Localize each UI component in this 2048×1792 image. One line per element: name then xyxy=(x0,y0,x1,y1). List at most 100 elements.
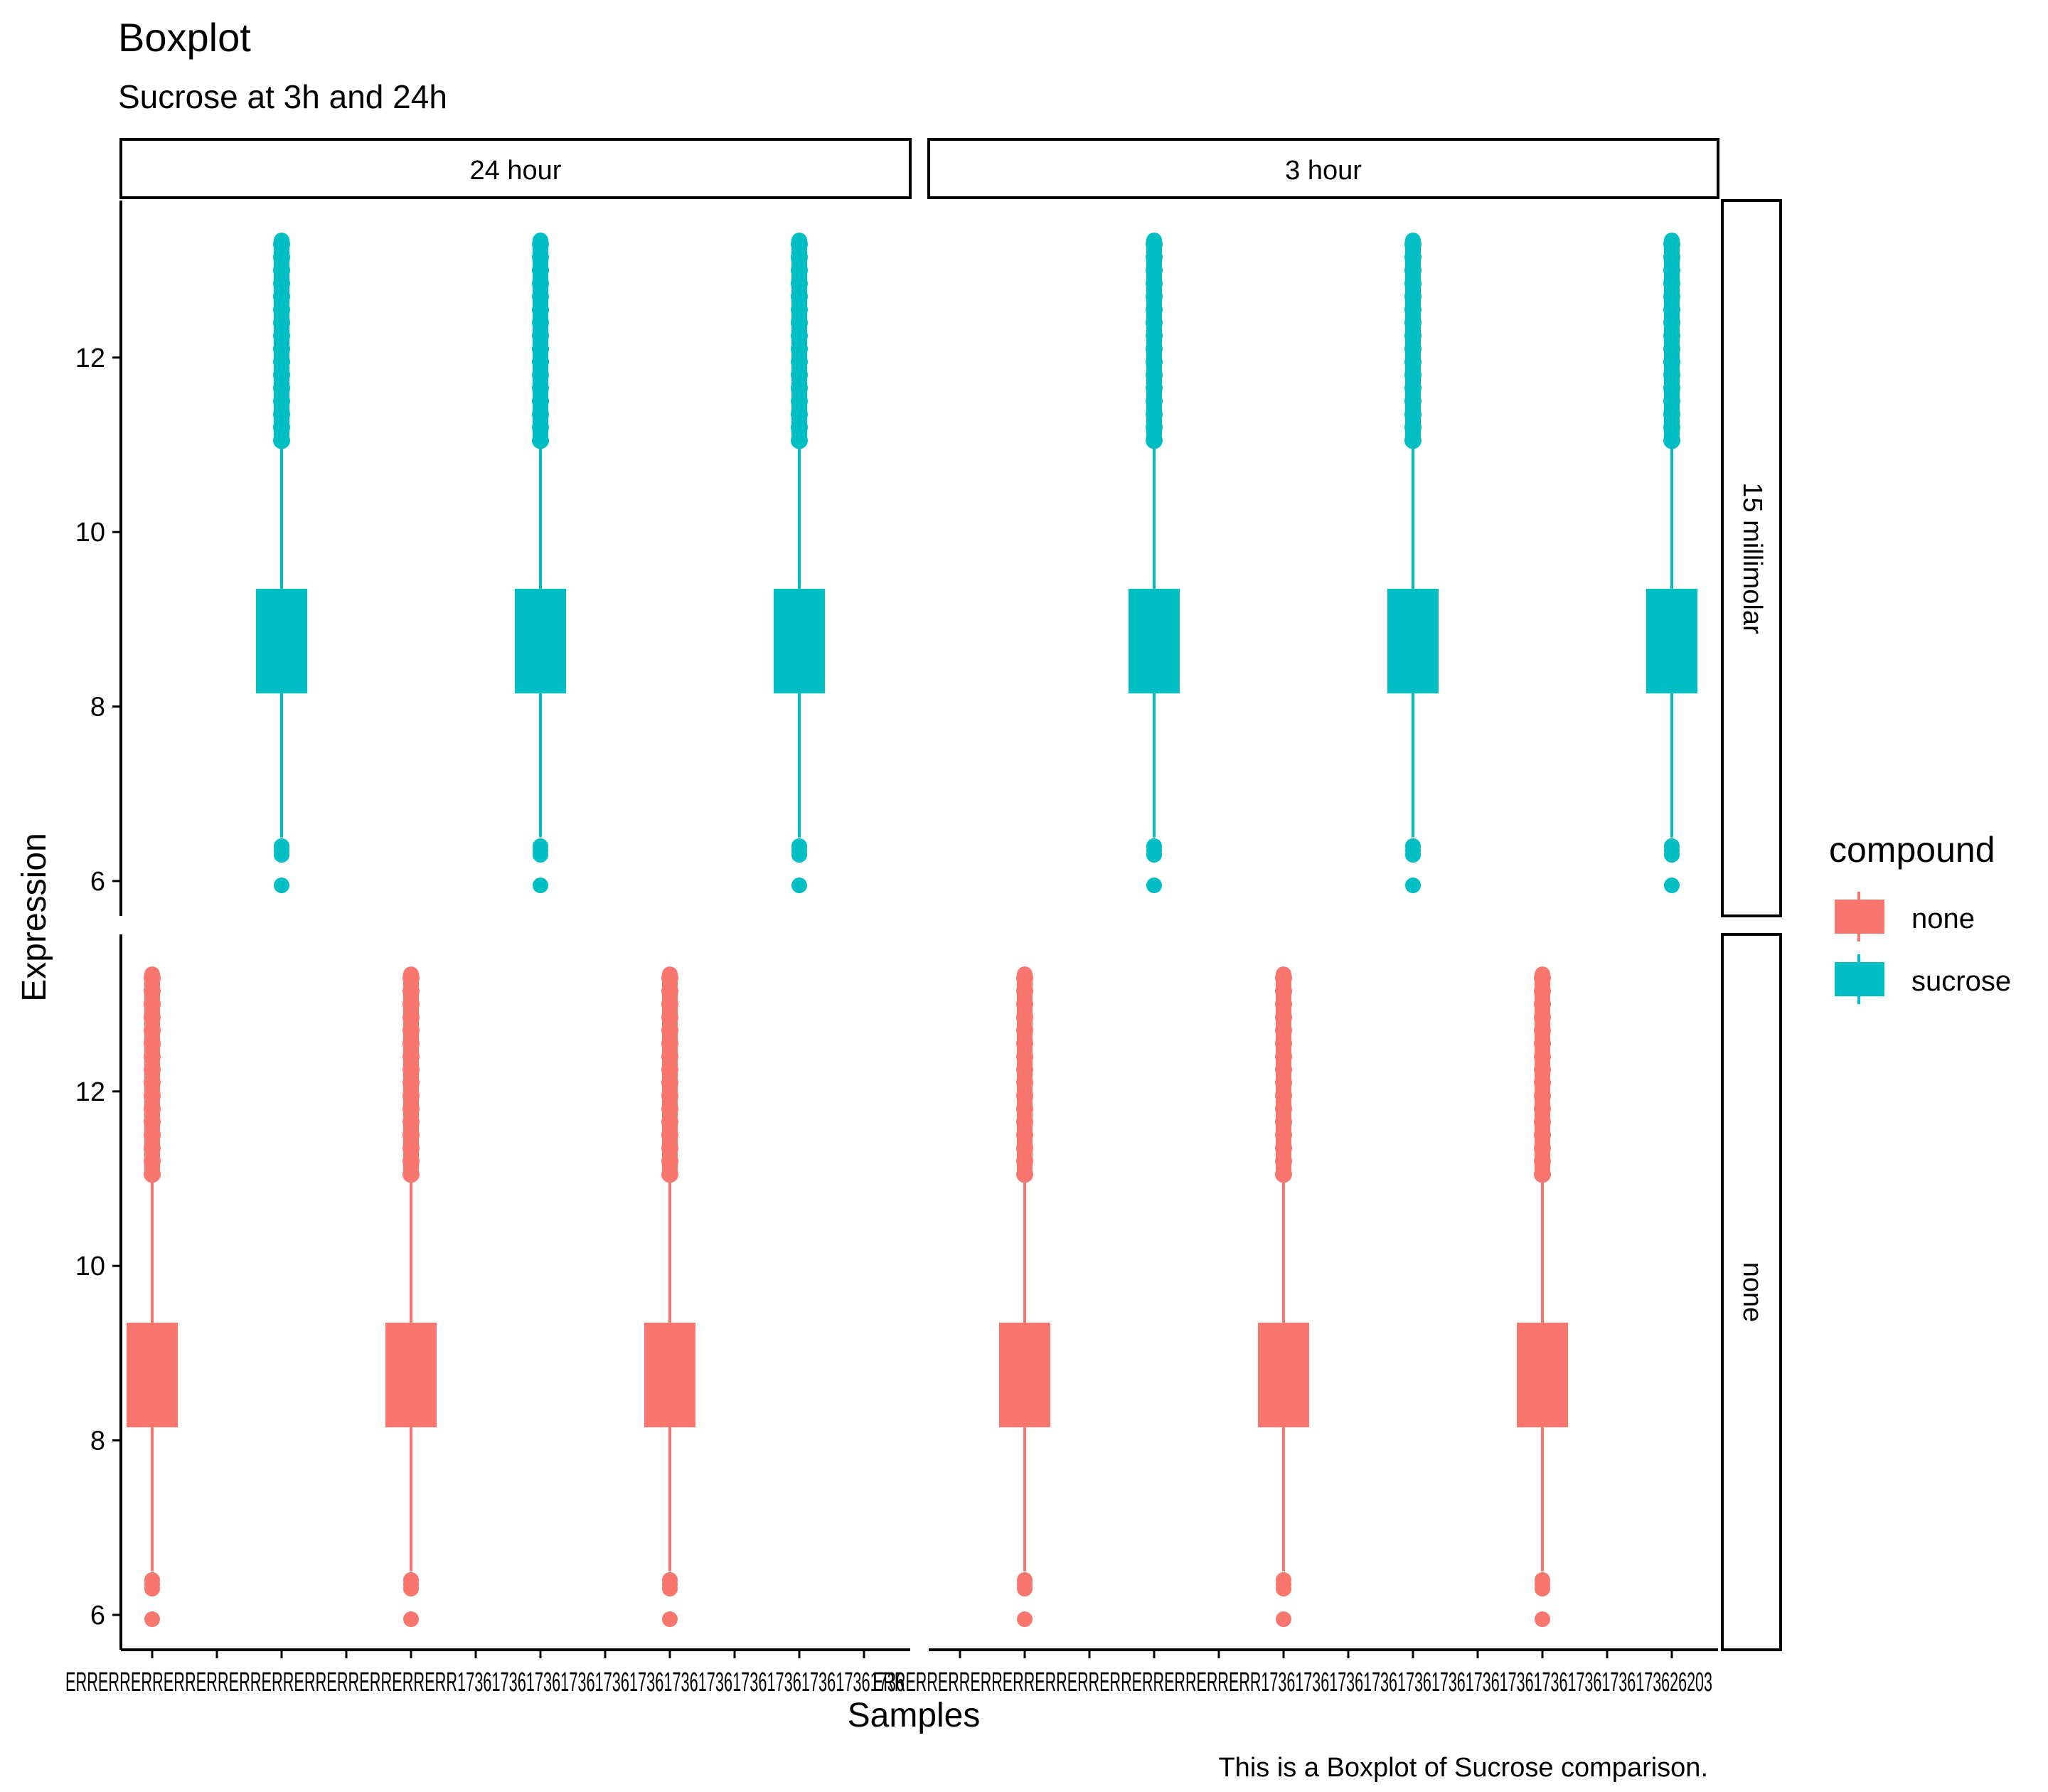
outlier-point xyxy=(1535,1611,1550,1628)
y-tick-label: 6 xyxy=(90,867,105,897)
outlier-point xyxy=(402,1061,420,1079)
boxplot-sucrose xyxy=(1129,233,1180,894)
outlier-point xyxy=(1664,878,1680,894)
outlier-point xyxy=(1146,235,1163,253)
outlier-point xyxy=(402,1139,420,1157)
chart-subtitle: Sucrose at 3h and 24h xyxy=(118,78,447,115)
facet-strip-label: 15 millimolar xyxy=(1737,482,1767,634)
outlier-point xyxy=(1663,287,1680,305)
outlier-point xyxy=(144,1126,161,1144)
outlier-point xyxy=(791,235,808,253)
outlier-point xyxy=(144,1113,161,1131)
outlier-point xyxy=(1534,969,1551,987)
outlier-point xyxy=(1663,432,1680,449)
facet-strip-column: 3 hour xyxy=(927,138,1719,199)
outlier-point xyxy=(273,432,290,449)
outlier-point xyxy=(273,274,290,292)
outlier-point xyxy=(791,287,808,305)
outlier-point xyxy=(144,1166,161,1183)
boxplot-sucrose xyxy=(1646,233,1697,894)
outlier-point xyxy=(273,405,290,423)
outlier-point xyxy=(661,1100,678,1118)
outlier-point xyxy=(791,274,808,292)
outlier-point xyxy=(661,1047,678,1065)
outlier-point xyxy=(1404,405,1422,423)
outlier-point xyxy=(1534,1061,1551,1079)
outlier-point xyxy=(533,847,548,863)
y-tick-label: 12 xyxy=(75,1077,105,1107)
outlier-point xyxy=(791,405,808,423)
outlier-point xyxy=(1534,1008,1551,1026)
outlier-point xyxy=(1663,314,1680,331)
outlier-point xyxy=(532,366,549,384)
outlier-point xyxy=(1017,1581,1033,1597)
y-tick-label: 6 xyxy=(90,1601,105,1631)
y-tick-label: 10 xyxy=(75,518,105,548)
outlier-point xyxy=(1146,878,1162,894)
outlier-point xyxy=(791,262,808,279)
outlier-point xyxy=(144,1611,160,1628)
outlier-point xyxy=(1275,1113,1292,1131)
outlier-point xyxy=(402,982,420,1000)
box xyxy=(644,1322,695,1428)
outlier-point xyxy=(1146,287,1163,305)
outlier-point xyxy=(1016,982,1033,1000)
outlier-point xyxy=(532,262,549,279)
outlier-point xyxy=(1016,1021,1033,1039)
outlier-point xyxy=(1663,274,1680,292)
legend-entry-sucrose: sucrose xyxy=(1835,954,2011,1004)
outlier-point xyxy=(402,1126,420,1144)
outlier-point xyxy=(1404,248,1422,266)
outlier-point xyxy=(532,235,549,253)
outlier-point xyxy=(1146,379,1163,397)
boxplot-sucrose xyxy=(515,233,566,894)
legend-key-sucrose xyxy=(1835,962,1884,996)
outlier-point xyxy=(1663,262,1680,279)
outlier-point xyxy=(1146,847,1162,863)
outlier-point xyxy=(402,1008,420,1026)
outlier-point xyxy=(1146,327,1163,345)
outlier-point xyxy=(1275,1166,1292,1183)
box xyxy=(127,1322,178,1428)
outlier-point xyxy=(791,301,808,319)
outlier-point xyxy=(403,1611,419,1628)
outlier-point xyxy=(1404,393,1422,410)
legend-label-none: none xyxy=(1911,903,1975,934)
outlier-point xyxy=(1534,1047,1551,1065)
outlier-point xyxy=(791,878,807,894)
outlier-point xyxy=(1663,405,1680,423)
outlier-point xyxy=(791,847,807,863)
outlier-point xyxy=(1534,1021,1551,1039)
outlier-point xyxy=(661,1021,678,1039)
outlier-point xyxy=(532,393,549,410)
x-axis-label: Samples xyxy=(848,1697,981,1734)
outlier-point xyxy=(791,379,808,397)
outlier-point xyxy=(1016,996,1033,1013)
boxplot-none xyxy=(127,966,178,1628)
outlier-point xyxy=(1663,393,1680,410)
outlier-point xyxy=(662,1581,678,1597)
outlier-point xyxy=(144,1035,161,1052)
outlier-point xyxy=(273,235,290,253)
outlier-point xyxy=(532,405,549,423)
outlier-point xyxy=(661,1126,678,1144)
outlier-point xyxy=(1016,1074,1033,1092)
outlier-point xyxy=(661,1074,678,1092)
boxplot-none xyxy=(1258,966,1309,1628)
outlier-point xyxy=(1404,353,1422,370)
outlier-point xyxy=(144,1152,161,1170)
outlier-point xyxy=(661,1166,678,1183)
boxplot-sucrose xyxy=(774,233,825,894)
outlier-point xyxy=(273,340,290,358)
outlier-point xyxy=(1146,393,1163,410)
outlier-point xyxy=(1146,274,1163,292)
outlier-point xyxy=(1534,1166,1551,1183)
outlier-point xyxy=(1534,1087,1551,1104)
outlier-point xyxy=(403,1581,419,1597)
outlier-point xyxy=(273,393,290,410)
outlier-point xyxy=(532,353,549,370)
outlier-point xyxy=(1275,969,1292,987)
outlier-point xyxy=(661,1113,678,1131)
outlier-point xyxy=(791,418,808,436)
